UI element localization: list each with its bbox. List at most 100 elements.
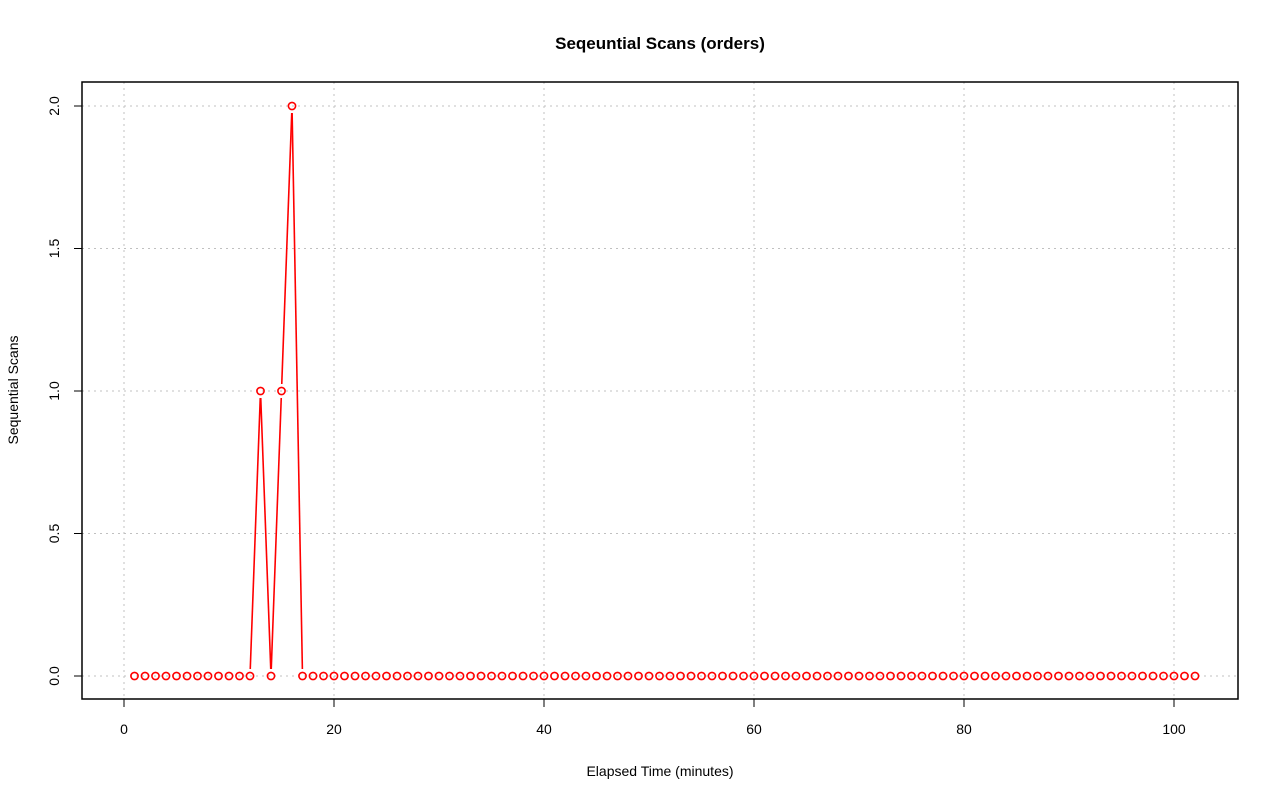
data-point xyxy=(938,671,948,681)
data-point xyxy=(865,671,874,681)
data-point xyxy=(445,671,454,681)
data-point xyxy=(1169,671,1179,681)
data-point xyxy=(298,671,307,681)
data-point xyxy=(266,671,276,681)
data-point xyxy=(676,671,685,681)
data-point xyxy=(1190,671,1200,681)
data-point xyxy=(571,671,580,681)
data-point xyxy=(875,671,885,681)
data-series xyxy=(130,101,1200,681)
data-point xyxy=(203,671,213,681)
series-line-segment xyxy=(280,112,293,385)
y-tick-label: 2.0 xyxy=(46,96,62,116)
data-point xyxy=(224,671,234,681)
data-point xyxy=(518,671,528,681)
data-point xyxy=(686,671,696,681)
data-point xyxy=(287,101,297,111)
data-point xyxy=(1159,671,1168,681)
data-point xyxy=(980,671,990,681)
data-point xyxy=(959,671,969,681)
data-point xyxy=(413,671,423,681)
data-point xyxy=(613,671,622,681)
data-point xyxy=(130,671,139,681)
data-point xyxy=(886,671,895,681)
series-line-segment xyxy=(249,397,262,670)
data-point xyxy=(539,671,549,681)
y-tick-label: 1.5 xyxy=(46,239,62,259)
data-point xyxy=(592,671,601,681)
y-axis-label: Sequential Scans xyxy=(5,336,21,445)
data-point xyxy=(382,671,391,681)
data-point xyxy=(1180,671,1189,681)
data-point xyxy=(424,671,433,681)
series-line-segment xyxy=(259,397,272,670)
data-point xyxy=(833,671,843,681)
y-tick-label: 0.0 xyxy=(46,666,62,686)
data-point xyxy=(907,671,916,681)
data-point xyxy=(403,671,412,681)
x-axis-label: Elapsed Time (minutes) xyxy=(586,763,733,779)
data-point xyxy=(497,671,507,681)
data-point xyxy=(235,671,244,681)
data-point xyxy=(1075,671,1084,681)
series-line-segment xyxy=(270,397,283,670)
x-tick-label: 20 xyxy=(326,721,342,737)
data-point xyxy=(214,671,223,681)
data-point xyxy=(644,671,654,681)
data-point xyxy=(623,671,633,681)
data-point xyxy=(1096,671,1105,681)
data-point xyxy=(928,671,937,681)
data-point xyxy=(949,671,958,681)
data-point xyxy=(161,671,171,681)
data-point xyxy=(1033,671,1042,681)
data-point xyxy=(455,671,465,681)
y-tick-label: 1.0 xyxy=(46,381,62,401)
data-point xyxy=(1117,671,1126,681)
grid xyxy=(82,82,1238,699)
y-tick-label: 0.5 xyxy=(46,524,62,544)
data-point xyxy=(812,671,822,681)
chart-title: Seqeuntial Scans (orders) xyxy=(555,34,765,53)
data-point xyxy=(602,671,612,681)
data-point xyxy=(760,671,769,681)
data-point xyxy=(476,671,486,681)
x-tick-label: 100 xyxy=(1162,721,1186,737)
data-point xyxy=(896,671,906,681)
data-point xyxy=(1022,671,1032,681)
data-point xyxy=(361,671,370,681)
data-point xyxy=(749,671,759,681)
data-point xyxy=(529,671,538,681)
data-point xyxy=(371,671,381,681)
data-point xyxy=(434,671,444,681)
data-point xyxy=(329,671,339,681)
data-point xyxy=(854,671,864,681)
data-point xyxy=(697,671,706,681)
data-point xyxy=(319,671,328,681)
data-point xyxy=(350,671,360,681)
data-point xyxy=(487,671,496,681)
data-point xyxy=(728,671,738,681)
data-point xyxy=(991,671,1000,681)
data-point xyxy=(581,671,591,681)
series-line-segment xyxy=(291,112,304,670)
data-point xyxy=(634,671,643,681)
data-point xyxy=(781,671,790,681)
axes: 0 20 40 60 80 100 0.0 0.5 1.0 1.5 2.0 xyxy=(46,96,1186,737)
data-point xyxy=(1043,671,1053,681)
data-point xyxy=(739,671,748,681)
data-point xyxy=(1138,671,1147,681)
data-point xyxy=(340,671,349,681)
data-point xyxy=(140,671,150,681)
data-point xyxy=(560,671,570,681)
data-point xyxy=(1127,671,1137,681)
data-point xyxy=(182,671,192,681)
data-point xyxy=(970,671,979,681)
data-point xyxy=(1085,671,1095,681)
x-tick-label: 80 xyxy=(956,721,972,737)
data-point xyxy=(151,671,160,681)
data-point xyxy=(917,671,927,681)
data-point xyxy=(1001,671,1011,681)
data-point xyxy=(277,386,286,396)
data-point xyxy=(802,671,811,681)
